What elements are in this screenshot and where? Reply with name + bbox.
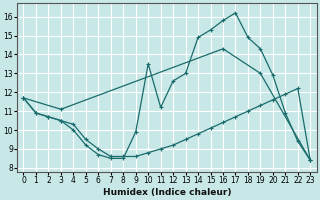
X-axis label: Humidex (Indice chaleur): Humidex (Indice chaleur) [103,188,231,197]
